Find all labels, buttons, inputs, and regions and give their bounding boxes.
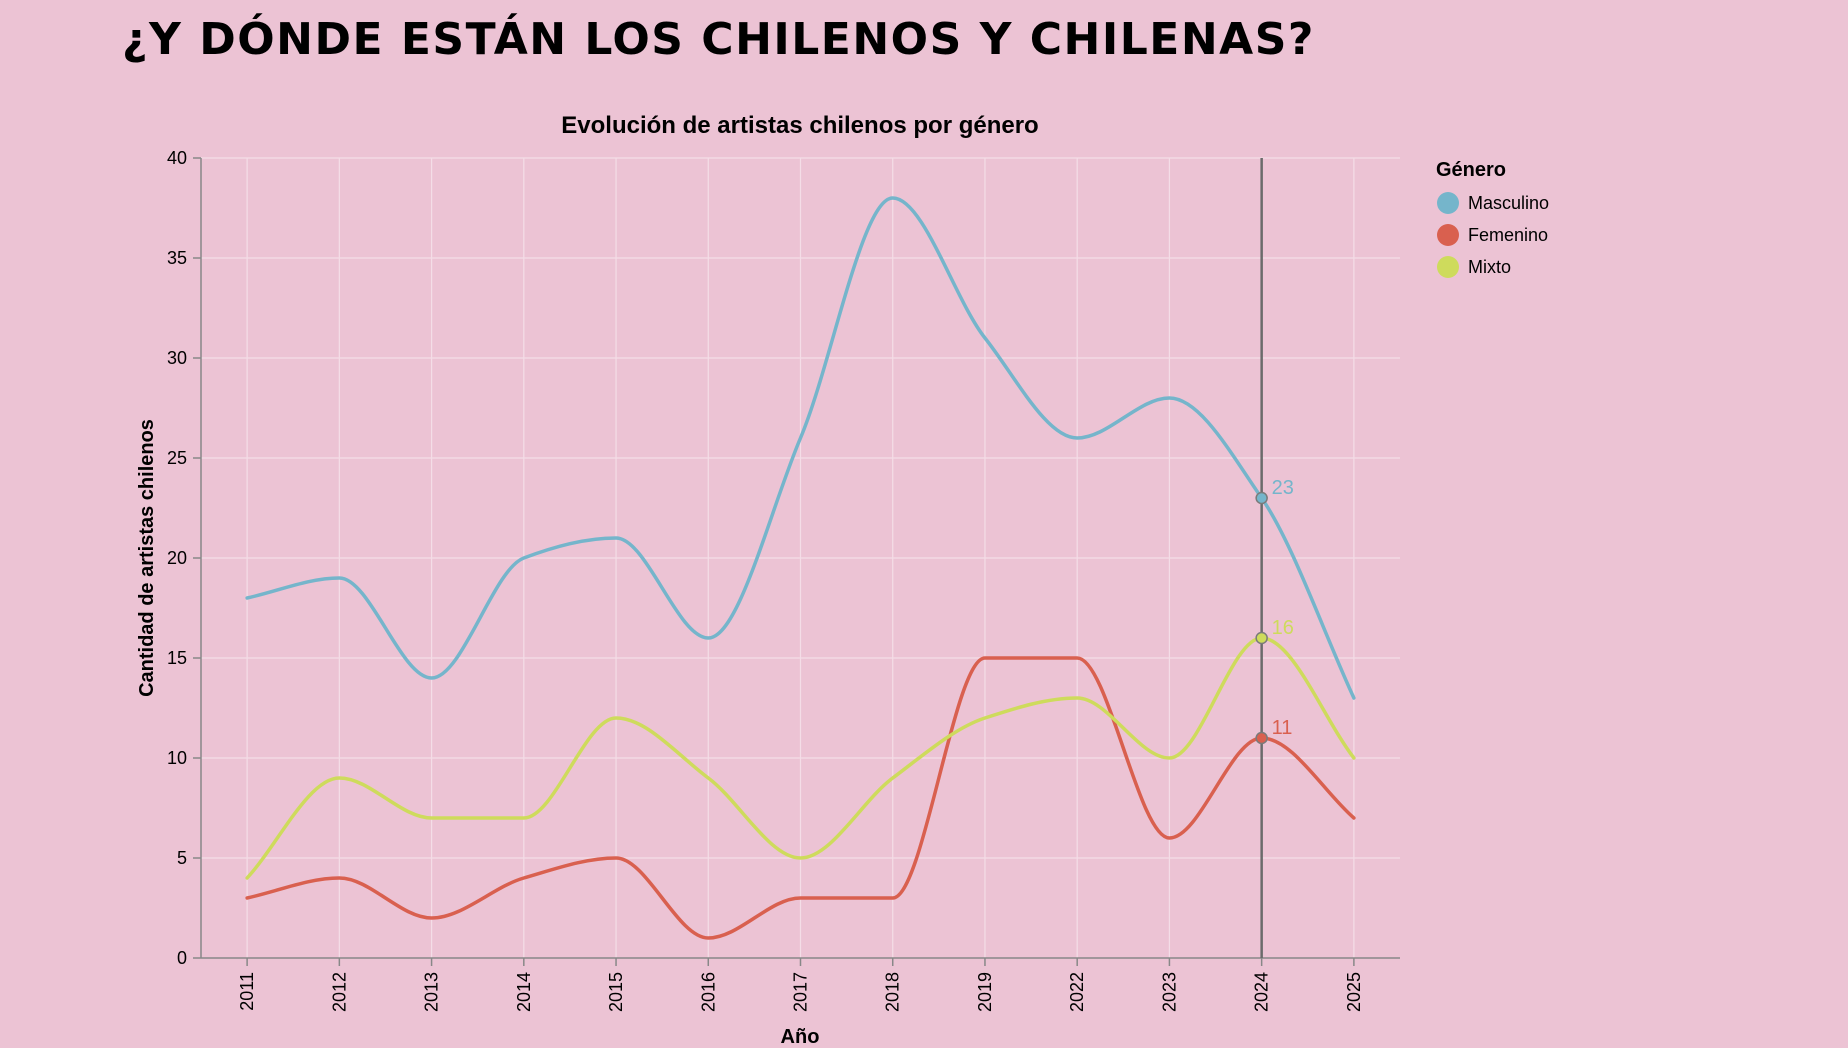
legend-label-masculino[interactable]: Masculino [1468, 193, 1549, 213]
x-tick-label-2025: 2025 [1344, 972, 1364, 1012]
series-lines [245, 196, 1356, 940]
highlight-label-masculino: 23 [1272, 477, 1294, 499]
page-title: ¿Y DÓNDE ESTÁN LOS CHILENOS Y CHILENAS? [122, 14, 1315, 65]
y-tick-label-40: 40 [167, 148, 187, 168]
x-tick-label-2013: 2013 [422, 972, 442, 1012]
y-tick-label-25: 25 [167, 448, 187, 468]
y-tick-label-35: 35 [167, 248, 187, 268]
highlight-labels: 23 11 16 [1255, 477, 1294, 745]
y-tick-label-30: 30 [167, 348, 187, 368]
y-tick-label-20: 20 [167, 548, 187, 568]
legend-label-mixto[interactable]: Mixto [1468, 257, 1511, 277]
x-tick-label-2015: 2015 [606, 972, 626, 1012]
highlight-point-femenino[interactable] [1255, 731, 1268, 745]
legend-label-femenino[interactable]: Femenino [1468, 225, 1548, 245]
y-axis-title: Cantidad de artistas chilenos [136, 419, 158, 697]
series-line-femenino[interactable] [245, 656, 1356, 940]
legend-swatch-mixto[interactable] [1437, 256, 1459, 278]
x-tick-label-2014: 2014 [514, 972, 534, 1012]
legend-swatch-masculino[interactable] [1437, 192, 1459, 214]
highlight-label-femenino: 11 [1272, 717, 1293, 739]
x-tick-label-2012: 2012 [329, 972, 349, 1012]
y-tick-label-10: 10 [167, 748, 187, 768]
x-tick-label-2017: 2017 [791, 972, 811, 1012]
x-tick-label-2011: 2011 [237, 972, 257, 1011]
x-tick-label-2019: 2019 [975, 972, 995, 1012]
legend[interactable]: Género Masculino Femenino Mixto [1436, 159, 1549, 278]
x-tick-label-2016: 2016 [698, 972, 718, 1012]
y-tick-label-5: 5 [177, 848, 187, 868]
highlight-label-mixto: 16 [1272, 617, 1294, 639]
grid-lines [201, 157, 1400, 958]
x-tick-label-2023: 2023 [1159, 972, 1179, 1012]
series-line-mixto[interactable] [245, 636, 1356, 880]
legend-title: Género [1436, 159, 1506, 181]
y-tick-label-15: 15 [167, 648, 187, 668]
highlight-point-mixto[interactable] [1255, 631, 1268, 645]
x-tick-label-2022: 2022 [1067, 972, 1087, 1012]
highlight-point-masculino[interactable] [1255, 491, 1268, 505]
series-line-masculino[interactable] [245, 196, 1356, 700]
x-tick-label-2024: 2024 [1252, 972, 1272, 1012]
x-tick-label-2018: 2018 [883, 972, 903, 1012]
chart-title: Evolución de artistas chilenos por géner… [561, 112, 1038, 139]
legend-swatch-femenino[interactable] [1437, 224, 1459, 246]
y-tick-label-0: 0 [177, 948, 187, 968]
x-axis-title: Año [781, 1026, 820, 1048]
